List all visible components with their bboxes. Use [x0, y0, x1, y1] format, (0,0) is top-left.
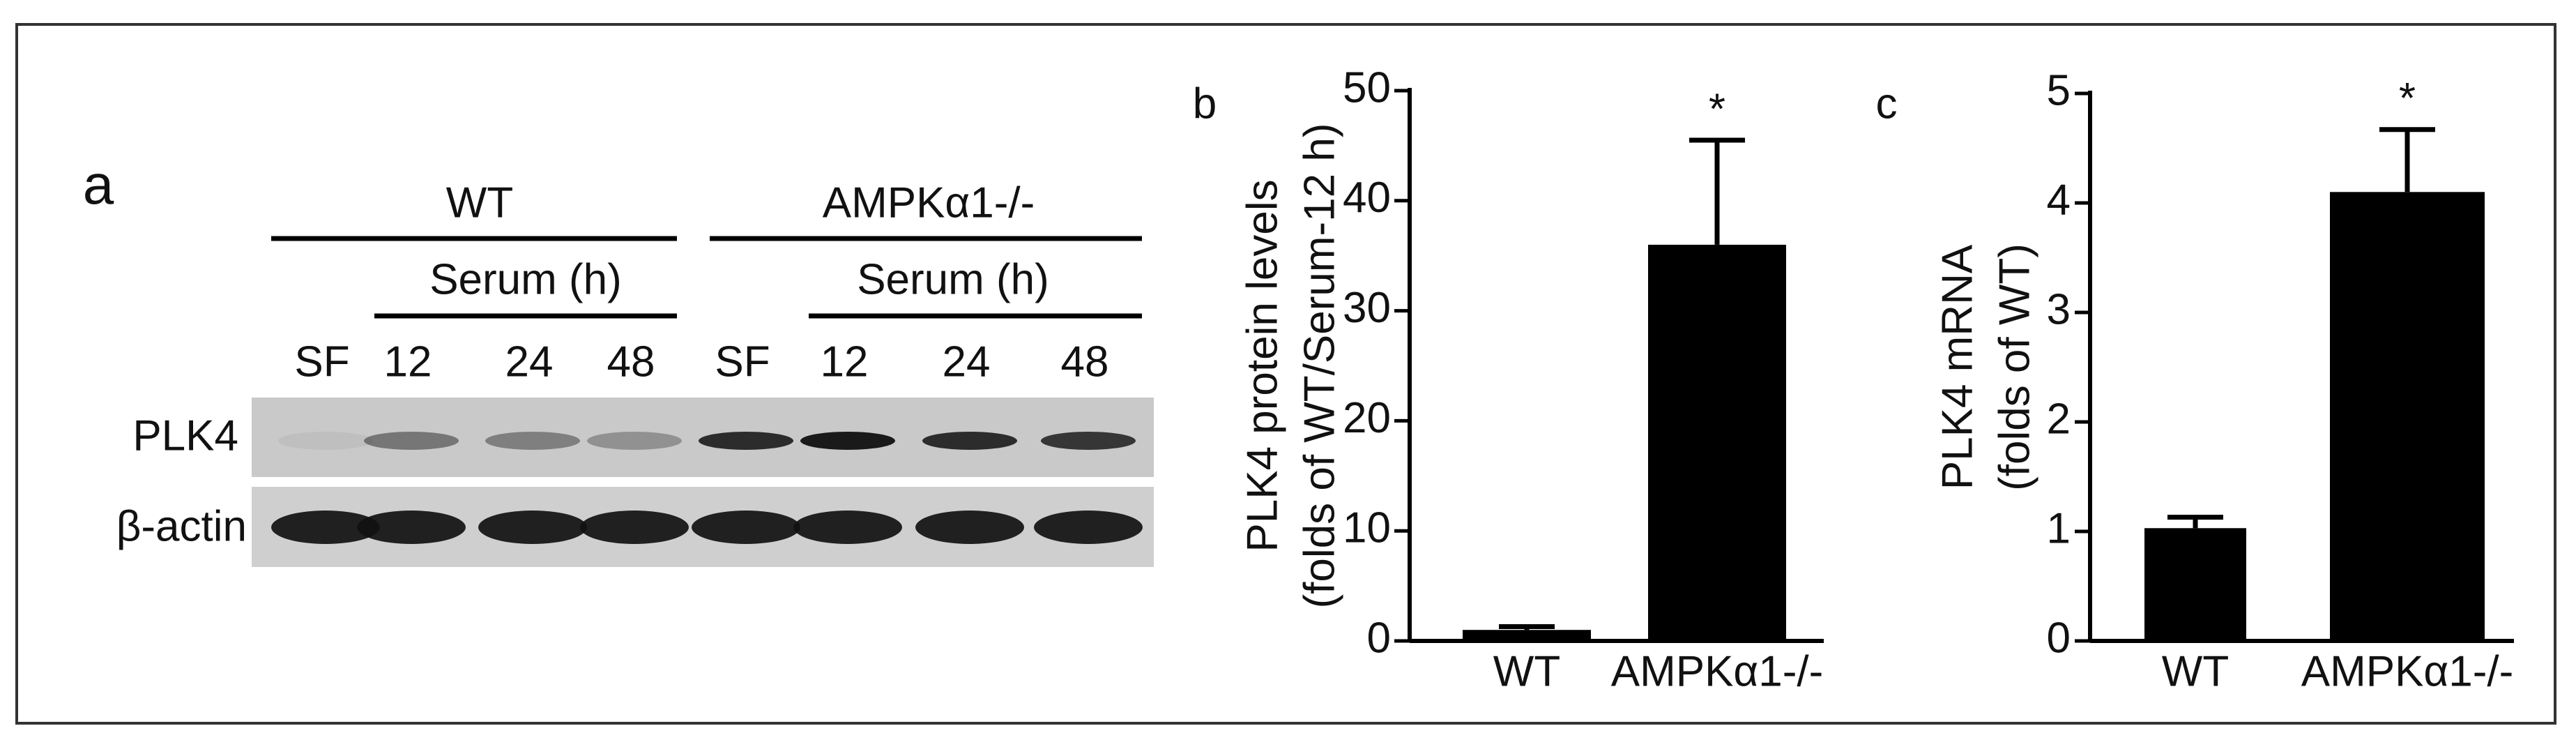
- x-tick-label: WT: [1493, 647, 1560, 695]
- bar: [1648, 244, 1786, 641]
- lane-label: SF: [294, 338, 349, 386]
- y-tick-label: 0: [1367, 614, 1391, 662]
- band: [271, 511, 380, 544]
- y-tick-label: 1: [2047, 504, 2071, 552]
- x-tick-label: AMPKα1-/-: [1611, 647, 1824, 695]
- lane-label: 12: [384, 338, 432, 386]
- y-tick-label: 3: [2047, 285, 2071, 333]
- y-axis-label: (folds of WT/Serum-12 h): [1295, 123, 1343, 609]
- lane-label: 48: [1061, 338, 1109, 386]
- band: [278, 432, 373, 450]
- serum-label: Serum (h): [857, 255, 1049, 303]
- bar: [1463, 630, 1591, 641]
- lane-label: SF: [715, 338, 770, 386]
- band: [478, 511, 587, 544]
- y-tick-label: 5: [2047, 66, 2071, 114]
- lane-label: 48: [607, 338, 655, 386]
- lane-label: 24: [943, 338, 991, 386]
- band: [587, 432, 682, 450]
- border: [15, 23, 2556, 725]
- y-axis-label: (folds of WT): [1990, 243, 2038, 491]
- y-tick-label: 2: [2047, 395, 2071, 443]
- y-tick-label: 4: [2047, 176, 2071, 224]
- row-label: β-actin: [116, 502, 247, 550]
- y-tick-label: 30: [1343, 284, 1391, 332]
- band: [915, 511, 1024, 544]
- band: [793, 511, 902, 544]
- y-tick-label: 0: [2047, 614, 2071, 662]
- y-tick-label: 40: [1343, 174, 1391, 222]
- band: [800, 432, 895, 450]
- panel-label: b: [1193, 80, 1217, 128]
- group-label: WT: [446, 179, 513, 227]
- band: [580, 511, 689, 544]
- serum-label: Serum (h): [429, 255, 622, 303]
- lane-label: 24: [505, 338, 554, 386]
- group-label: AMPKα1-/-: [823, 179, 1035, 227]
- significance: *: [2399, 75, 2416, 123]
- x-tick-label: AMPKα1-/-: [2301, 647, 2514, 695]
- band: [1034, 511, 1143, 544]
- lane-label: 12: [821, 338, 869, 386]
- band: [364, 432, 459, 450]
- band: [485, 432, 580, 450]
- band: [692, 511, 800, 544]
- y-tick-label: 50: [1343, 63, 1391, 112]
- band: [699, 432, 793, 450]
- band: [357, 511, 466, 544]
- significance: *: [1709, 85, 1725, 133]
- row-label: PLK4: [132, 411, 238, 460]
- band: [1041, 432, 1136, 450]
- x-tick-label: WT: [2162, 647, 2229, 695]
- y-axis-label: PLK4 protein levels: [1238, 179, 1286, 552]
- y-tick-label: 10: [1343, 504, 1391, 552]
- panel-label: a: [83, 153, 114, 216]
- y-tick-label: 20: [1343, 394, 1391, 442]
- bar: [2144, 528, 2246, 641]
- bar: [2330, 192, 2485, 641]
- panel-label: c: [1876, 80, 1898, 128]
- band: [922, 432, 1017, 450]
- y-axis-label: PLK4 mRNA: [1933, 244, 1981, 490]
